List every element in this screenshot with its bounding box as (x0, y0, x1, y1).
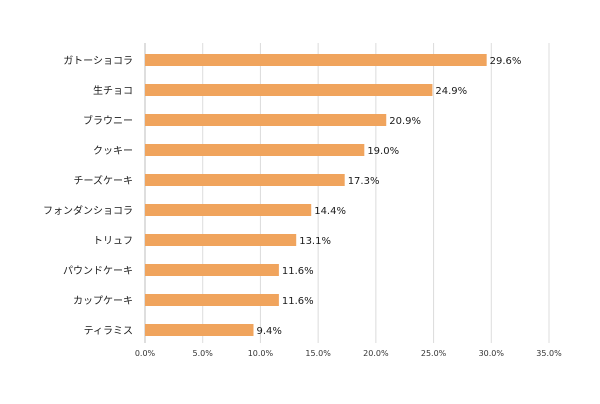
bar (145, 114, 387, 126)
category-label: 生チョコ (93, 84, 133, 97)
bar (145, 144, 365, 156)
category-label: ガトーショコラ (63, 55, 133, 67)
data-label: 11.6% (282, 266, 314, 277)
bar (145, 174, 345, 186)
category-label: パウンドケーキ (63, 265, 133, 277)
category-label: チーズケーキ (74, 174, 134, 187)
bar (145, 234, 297, 246)
category-label: フォンダンショコラ (43, 204, 133, 217)
data-label: 20.9% (389, 116, 421, 127)
bar (145, 264, 279, 276)
category-label: ティラミス (84, 325, 133, 337)
bar (145, 84, 433, 96)
category-label: クッキー (93, 145, 133, 157)
bar (145, 324, 254, 336)
x-tick-label: 20.0% (363, 349, 389, 358)
x-tick-label: 15.0% (305, 349, 331, 358)
x-tick-label: 5.0% (193, 349, 214, 358)
data-label: 29.6% (490, 56, 522, 67)
data-label: 14.4% (314, 206, 346, 217)
category-labels: ガトーショコラ生チョコブラウニークッキーチーズケーキフォンダンショコラトリュフパ… (43, 55, 133, 337)
data-label: 17.3% (348, 176, 380, 187)
data-labels: 29.6% 24.9% 20.9% 19.0% 17.3% 14.4% 13.1% 11.6%… (257, 56, 522, 337)
data-label: 13.1% (299, 236, 331, 247)
bar (145, 54, 487, 66)
bar (145, 204, 312, 216)
data-label: 11.6% (282, 296, 314, 307)
x-tick-label: 0.0% (135, 349, 156, 358)
data-label: 19.0% (367, 146, 399, 157)
category-label: カップケーキ (73, 295, 133, 307)
x-tick-label: 30.0% (479, 349, 505, 358)
category-label: ブラウニー (83, 114, 133, 127)
x-tick-label: 25.0% (421, 349, 447, 358)
category-label: トリュフ (93, 236, 133, 247)
x-tick-labels: 0.0% 5.0% 10.0% 15.0% 20.0% 25.0% 30.0% 35.0% (135, 349, 562, 358)
bar (145, 294, 279, 306)
x-tick-label: 35.0% (536, 349, 562, 358)
x-tick-label: 10.0% (248, 349, 274, 358)
data-label: 24.9% (435, 86, 467, 97)
bars (145, 54, 487, 336)
data-label: 9.4% (257, 326, 282, 337)
